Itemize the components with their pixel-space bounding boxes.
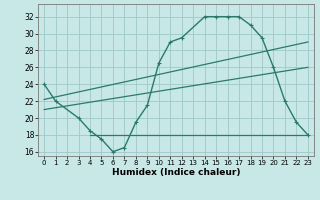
X-axis label: Humidex (Indice chaleur): Humidex (Indice chaleur) [112, 168, 240, 177]
